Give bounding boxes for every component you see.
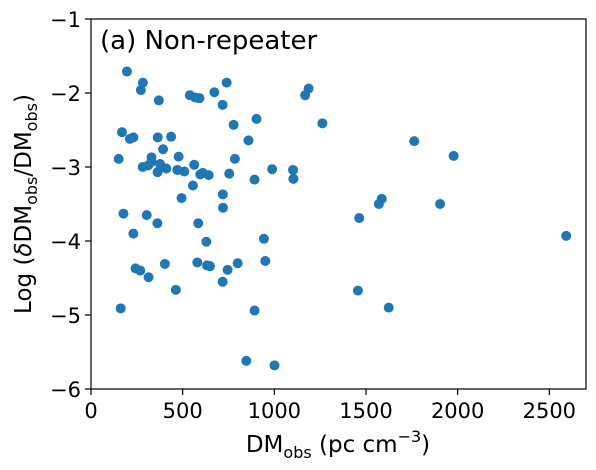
data-point xyxy=(115,303,126,314)
data-point xyxy=(176,193,187,204)
data-point xyxy=(153,95,164,106)
data-point xyxy=(116,127,127,138)
data-point xyxy=(152,167,163,178)
x-axis-label: DMobs (pc cm−3) xyxy=(246,427,430,462)
data-point xyxy=(221,77,232,88)
data-point xyxy=(201,236,212,247)
data-point xyxy=(288,164,299,175)
data-point xyxy=(260,255,271,266)
y-tick-label: −1 xyxy=(50,8,81,32)
data-point xyxy=(152,218,163,229)
data-point xyxy=(146,156,157,167)
data-point xyxy=(435,199,446,209)
data-point xyxy=(113,153,124,164)
data-point xyxy=(143,272,154,283)
data-point xyxy=(217,189,228,200)
data-point xyxy=(121,66,132,77)
data-point xyxy=(209,87,220,98)
y-axis-ticks: −6 −5 −4 −3 −2 −1 xyxy=(50,8,91,402)
data-point xyxy=(152,132,163,143)
data-point xyxy=(141,210,152,221)
data-point xyxy=(241,355,252,366)
data-point xyxy=(258,233,269,244)
x-tick-label: 2000 xyxy=(431,399,484,423)
y-tick-label: −6 xyxy=(50,378,81,402)
data-point xyxy=(189,159,200,170)
data-point xyxy=(352,285,363,296)
data-point xyxy=(448,150,459,161)
data-point xyxy=(159,258,170,269)
x-tick-label: 500 xyxy=(163,399,203,423)
data-point xyxy=(179,166,190,177)
data-point xyxy=(158,144,169,155)
chart-title: (a) Non-repeater xyxy=(100,26,317,56)
data-point xyxy=(300,90,311,101)
data-point xyxy=(135,265,146,276)
data-point xyxy=(195,169,206,180)
data-point xyxy=(124,133,135,144)
x-tick-label: 1500 xyxy=(339,399,392,423)
data-point xyxy=(155,159,166,170)
y-axis-label: Log (δDMobs/DMobs) xyxy=(11,94,41,314)
data-point xyxy=(203,170,214,181)
data-point xyxy=(251,113,262,124)
data-point xyxy=(170,284,181,295)
data-point xyxy=(354,213,365,224)
data-point xyxy=(192,257,203,268)
data-point xyxy=(267,164,278,175)
data-point xyxy=(173,151,184,162)
data-point xyxy=(187,180,198,191)
data-point xyxy=(229,153,240,164)
data-point xyxy=(561,230,572,241)
data-point xyxy=(317,118,328,129)
data-point xyxy=(288,173,299,184)
data-point xyxy=(135,85,146,96)
data-point xyxy=(217,276,228,287)
data-point xyxy=(193,218,204,229)
data-point xyxy=(228,119,239,130)
data-point xyxy=(373,199,384,209)
data-point xyxy=(218,202,228,213)
data-point xyxy=(128,228,139,239)
y-tick-label: −2 xyxy=(50,82,81,106)
data-point xyxy=(217,99,228,110)
data-point xyxy=(409,136,420,147)
x-tick-label: 0 xyxy=(84,399,97,423)
data-point xyxy=(249,305,260,316)
data-points xyxy=(113,66,572,371)
data-point xyxy=(118,208,129,219)
x-tick-label: 2500 xyxy=(523,399,576,423)
data-point xyxy=(222,264,233,275)
x-tick-label: 1000 xyxy=(248,399,301,423)
plot-frame xyxy=(90,18,587,390)
data-point xyxy=(194,93,205,104)
data-point xyxy=(224,168,235,179)
data-point xyxy=(232,258,243,269)
x-axis-ticks: 0 500 1000 1500 2000 2500 xyxy=(84,389,576,423)
data-point xyxy=(269,360,280,371)
data-point xyxy=(202,260,213,271)
y-tick-label: −4 xyxy=(50,230,81,254)
data-point xyxy=(166,131,177,142)
data-point xyxy=(383,302,394,313)
data-point xyxy=(243,135,254,146)
y-tick-label: −3 xyxy=(50,156,81,180)
data-point xyxy=(249,174,260,185)
y-tick-label: −5 xyxy=(50,304,81,328)
